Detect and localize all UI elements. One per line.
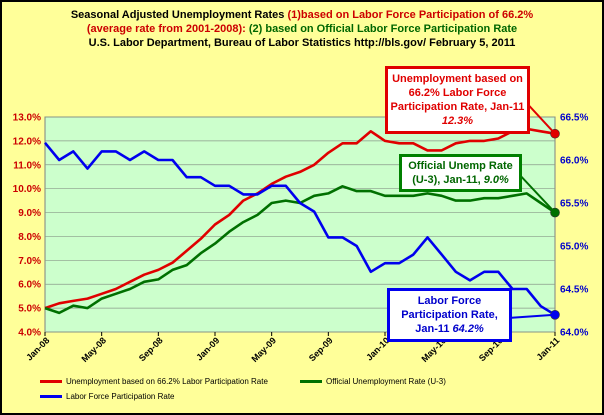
- x-tick-label: May-09: [249, 335, 278, 364]
- x-tick-label: Sep-08: [137, 335, 165, 363]
- chart-title-line-2: (average rate from 2001-2008): (2) based…: [0, 23, 604, 35]
- x-tick-label: Jan-08: [24, 335, 51, 362]
- series-line-unemployment-662: [44, 127, 556, 310]
- pointer-blue: [507, 313, 556, 319]
- y-right-tick-label: 64.5%: [560, 285, 588, 296]
- y-right-tick-label: 65.5%: [560, 199, 588, 210]
- title-black-part: Seasonal Adjusted Unemployment Rates: [70, 9, 288, 21]
- y-left-tick-label: 5.0%: [18, 304, 41, 315]
- series-line-participation-rate: [43, 141, 556, 316]
- y-right-tick-label: 66.5%: [560, 113, 588, 124]
- title-red-part-2: (average rate from 2001-2008):: [86, 23, 249, 35]
- legend-swatch-red: [40, 380, 62, 383]
- y-right-tick-label: 65.0%: [560, 242, 588, 253]
- x-tick-label: Jan-11: [535, 335, 562, 362]
- legend-swatch-blue: [40, 395, 62, 398]
- y-left-tick-label: 11.0%: [13, 160, 41, 171]
- legend-item-blue: Labor Force Participation Rate: [40, 392, 175, 401]
- pointer-green: [516, 171, 556, 214]
- chart-title-line-1: Seasonal Adjusted Unemployment Rates (1)…: [0, 9, 604, 21]
- callout-green-value: 9.0%: [483, 174, 509, 186]
- callout-red-value: 12.3%: [441, 115, 474, 127]
- callout-green-text: Official Unemp Rate (U-3), Jan-11,: [408, 160, 513, 186]
- y-left-tick-label: 13.0%: [13, 113, 41, 124]
- title-green-part: (2) based on Official Labor Force Partic…: [248, 23, 518, 35]
- callout-unemployment-662: Unemployment based on 66.2% Labor Force …: [385, 66, 530, 134]
- y-left-tick-label: 8.0%: [18, 232, 41, 243]
- legend-label-blue: Labor Force Participation Rate: [66, 392, 175, 401]
- legend-swatch-green: [300, 380, 322, 383]
- y-right-tick-label: 64.0%: [560, 328, 588, 339]
- chart-source-line: U.S. Labor Department, Bureau of Labor S…: [88, 37, 516, 49]
- legend-item-red: Unemployment based on 66.2% Labor Partic…: [40, 377, 268, 386]
- x-tick-label: Jan-09: [194, 335, 221, 362]
- y-left-tick-label: 4.0%: [18, 328, 41, 339]
- callout-red-text: Unemployment based on 66.2% Labor Force …: [390, 73, 525, 113]
- gridlines: [45, 116, 555, 333]
- y-left-tick-label: 12.0%: [13, 136, 41, 147]
- legend-label-green: Official Unemployment Rate (U-3): [326, 377, 446, 386]
- y-left-tick-label: 9.0%: [18, 208, 41, 219]
- x-tick-label: May-08: [79, 335, 108, 364]
- legend-item-green: Official Unemployment Rate (U-3): [300, 377, 446, 386]
- callout-participation-rate: Labor Force Participation Rate, Jan-11 6…: [387, 288, 512, 342]
- y-left-tick-label: 7.0%: [18, 256, 41, 267]
- y-left-tick-label: 6.0%: [18, 280, 41, 291]
- y-right-tick-label: 66.0%: [560, 156, 588, 167]
- x-tick-label: Sep-09: [307, 335, 335, 363]
- callout-blue-value: 64.2%: [452, 323, 484, 335]
- series-layer: [43, 127, 560, 320]
- y-left-tick-label: 10.0%: [13, 184, 41, 195]
- callout-blue-text: Labor Force Participation Rate, Jan-11: [401, 295, 498, 335]
- callout-official-u3: Official Unemp Rate (U-3), Jan-11, 9.0%: [399, 154, 522, 192]
- title-red-part: (1)based on Labor Force Participation of…: [287, 9, 534, 21]
- legend-label-red: Unemployment based on 66.2% Labor Partic…: [66, 377, 268, 386]
